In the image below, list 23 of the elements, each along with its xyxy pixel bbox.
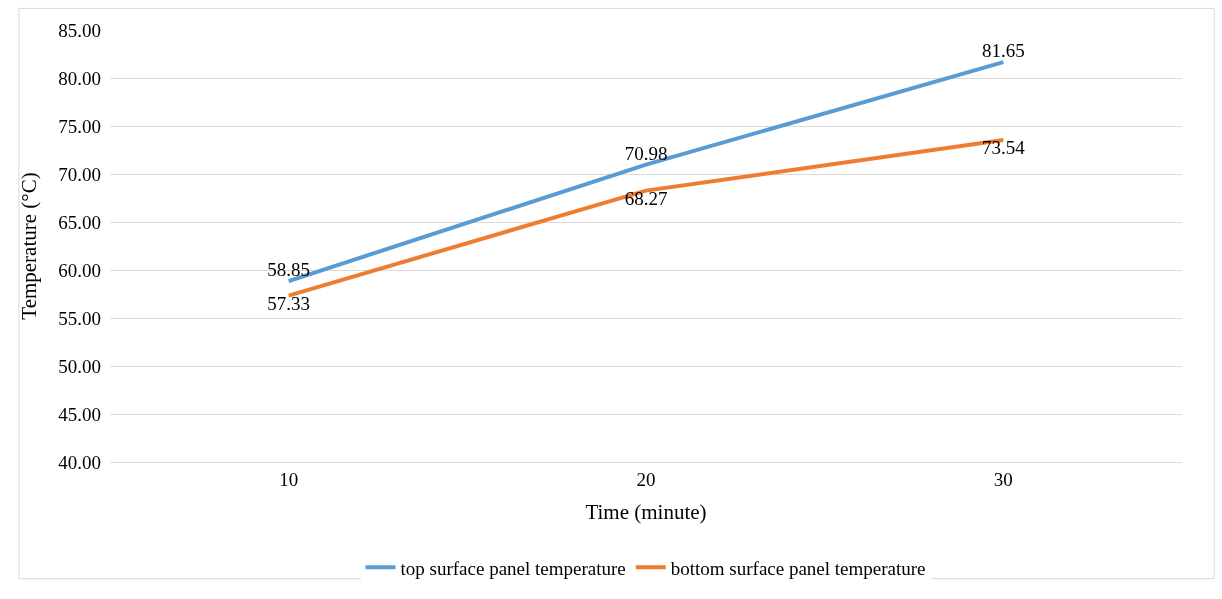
y-axis-title: Temperature (°C) (17, 172, 42, 320)
data-label: 70.98 (624, 142, 668, 164)
y-tick-label: 70.00 (58, 163, 101, 185)
y-tick-label: 55.00 (58, 307, 101, 329)
data-label: 68.27 (624, 187, 668, 209)
y-tick-label: 65.00 (58, 211, 101, 233)
legend-label: bottom surface panel temperature (670, 557, 926, 579)
data-label: 58.85 (267, 259, 311, 281)
y-tick-label: 80.00 (58, 67, 101, 89)
data-label: 73.54 (981, 137, 1026, 159)
y-tick-label: 40.00 (58, 451, 101, 473)
data-label: 81.65 (981, 40, 1025, 62)
y-tick-label: 85.00 (58, 19, 101, 41)
y-tick-label: 60.00 (58, 259, 101, 281)
y-tick-label: 50.00 (58, 355, 101, 377)
y-tick-label: 75.00 (58, 115, 101, 137)
legend-label: top surface panel temperature (400, 557, 626, 579)
x-tick-label: 10 (279, 468, 299, 490)
x-axis-title: Time (minute) (585, 500, 707, 524)
x-tick-label: 20 (636, 468, 656, 490)
x-tick-label: 30 (993, 468, 1013, 490)
data-label: 57.33 (267, 292, 311, 314)
y-tick-label: 45.00 (58, 403, 101, 425)
